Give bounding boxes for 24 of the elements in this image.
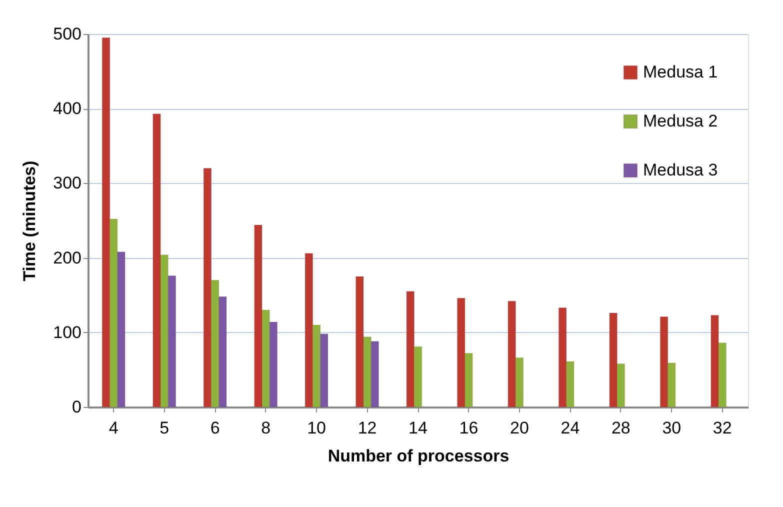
x-tick-label: 20: [510, 418, 529, 438]
x-tick-label: 8: [261, 418, 271, 438]
y-tick-label: 400: [53, 99, 82, 118]
x-tick-label: 28: [611, 418, 630, 438]
x-tick-label: 24: [560, 418, 580, 438]
x-tick-label: 32: [712, 418, 732, 438]
x-tick-label: 30: [662, 418, 682, 438]
x-tick-label: 14: [408, 418, 428, 438]
legend-label: Medusa 3: [643, 160, 718, 180]
y-tick-label: 100: [53, 322, 82, 342]
y-axis-title: Time (minutes): [20, 160, 40, 282]
legend-label: Medusa 1: [643, 62, 718, 82]
y-tick-label: 0: [72, 398, 82, 416]
y-tick-label: 500: [53, 24, 82, 44]
x-tick-label: 5: [160, 418, 170, 438]
x-tick-label: 16: [459, 418, 478, 438]
x-axis-title: Number of processors: [328, 446, 510, 466]
x-tick-label: 10: [307, 418, 326, 438]
legend-label: Medusa 2: [643, 112, 718, 130]
x-tick-label: 6: [210, 418, 220, 438]
x-tick-label: 4: [108, 418, 118, 438]
y-tick-label: 200: [53, 248, 82, 268]
y-tick-label: 300: [53, 174, 82, 193]
x-tick-label: 12: [358, 418, 377, 438]
